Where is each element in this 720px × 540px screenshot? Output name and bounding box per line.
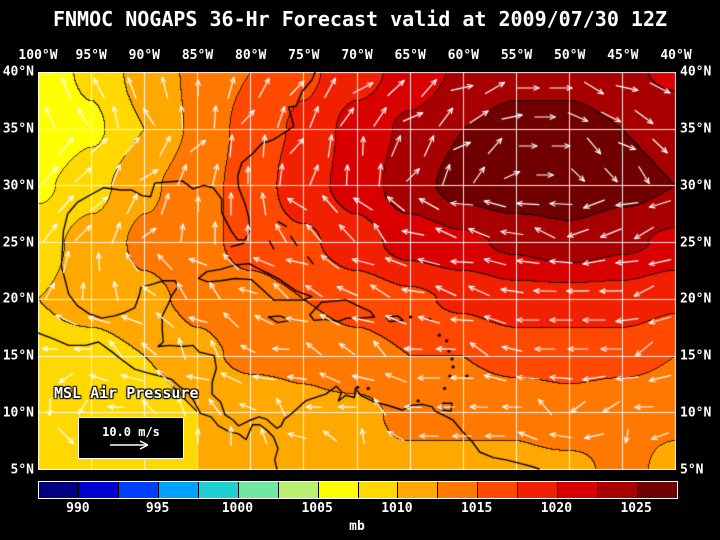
pressure-map: MSL Air Pressure 10.0 m/s (38, 72, 676, 470)
colorbar-segment (558, 482, 599, 498)
lat-label: 35°N (2, 121, 34, 137)
colorbar-tick: 1015 (460, 501, 493, 516)
lat-label: 25°N (2, 235, 34, 251)
lat-label: 5°N (10, 462, 34, 478)
wind-scale-label: 10.0 m/s (102, 425, 160, 439)
colorbar-tick: 1005 (301, 501, 333, 516)
lon-label: 55°W (500, 48, 533, 63)
lon-label: 95°W (75, 48, 107, 63)
lon-label: 40°W (660, 48, 692, 63)
longitude-axis: 100°W 95°W 90°W 85°W 80°W 75°W 70°W 65°W 60°W 55°… (18, 48, 691, 64)
lat-label: 10°N (680, 405, 712, 421)
colorbar-tick: 1020 (540, 501, 573, 516)
lat-label: 15°N (2, 348, 34, 364)
colorbar-ticks: 990 995 1000 1005 1010 1015 1020 1025 (38, 501, 676, 516)
field-label: MSL Air Pressure (54, 384, 199, 402)
colorbar-segment (39, 482, 79, 498)
lon-label: 80°W (235, 48, 267, 63)
colorbar-segment (518, 482, 559, 498)
lon-label: 70°W (341, 48, 373, 63)
pressure-field-canvas (38, 72, 676, 470)
wind-scale-legend: 10.0 m/s (78, 417, 184, 459)
lat-label: 40°N (680, 64, 712, 80)
lon-label: 85°W (181, 48, 214, 63)
colorbar-tick: 1025 (620, 501, 652, 516)
lat-label: 35°N (680, 121, 712, 137)
colorbar-segment (118, 482, 159, 498)
colorbar-segment (318, 482, 359, 498)
colorbar-segment (198, 482, 239, 498)
colorbar-segment (78, 482, 119, 498)
lon-label: 65°W (394, 48, 426, 63)
lon-label: 45°W (607, 48, 639, 63)
latitude-axis-left: 40°N 35°N 30°N 25°N 20°N 15°N 10°N 5°N (0, 65, 37, 478)
colorbar-segment (398, 482, 439, 498)
latitude-axis-right: 40°N 35°N 30°N 25°N 20°N 15°N 10°N 5°N (678, 65, 715, 478)
lat-label: 25°N (680, 235, 712, 251)
lat-label: 5°N (680, 462, 704, 478)
colorbar-segment (158, 482, 199, 498)
lat-label: 20°N (2, 291, 34, 307)
lon-label: 60°W (447, 48, 479, 63)
colorbar-segment (598, 482, 639, 498)
lat-label: 40°N (2, 64, 34, 80)
lat-label: 30°N (680, 178, 712, 194)
chart-title: FNMOC NOGAPS 36-Hr Forecast valid at 200… (52, 7, 668, 31)
lat-label: 20°N (680, 291, 712, 307)
lat-label: 15°N (680, 348, 712, 364)
colorbar-segment (638, 482, 677, 498)
colorbar-tick: 995 (145, 501, 170, 516)
colorbar-tick: 1000 (221, 501, 254, 516)
colorbar-segment (358, 482, 399, 498)
lon-label: 90°W (128, 48, 160, 63)
colorbar-segment (278, 482, 319, 498)
lon-label: 75°W (288, 48, 320, 63)
wind-scale-arrow-icon (110, 440, 149, 450)
lat-label: 30°N (2, 178, 34, 194)
lon-label: 50°W (554, 48, 586, 63)
pressure-colorbar (38, 481, 678, 499)
colorbar-unit: mb (349, 519, 365, 534)
lon-label: 100°W (18, 48, 58, 63)
colorbar-segment (478, 482, 519, 498)
colorbar-segment (238, 482, 279, 498)
colorbar-segment (438, 482, 479, 498)
lat-label: 10°N (2, 405, 34, 421)
colorbar-tick: 1010 (381, 501, 413, 516)
colorbar-tick: 990 (66, 501, 90, 516)
